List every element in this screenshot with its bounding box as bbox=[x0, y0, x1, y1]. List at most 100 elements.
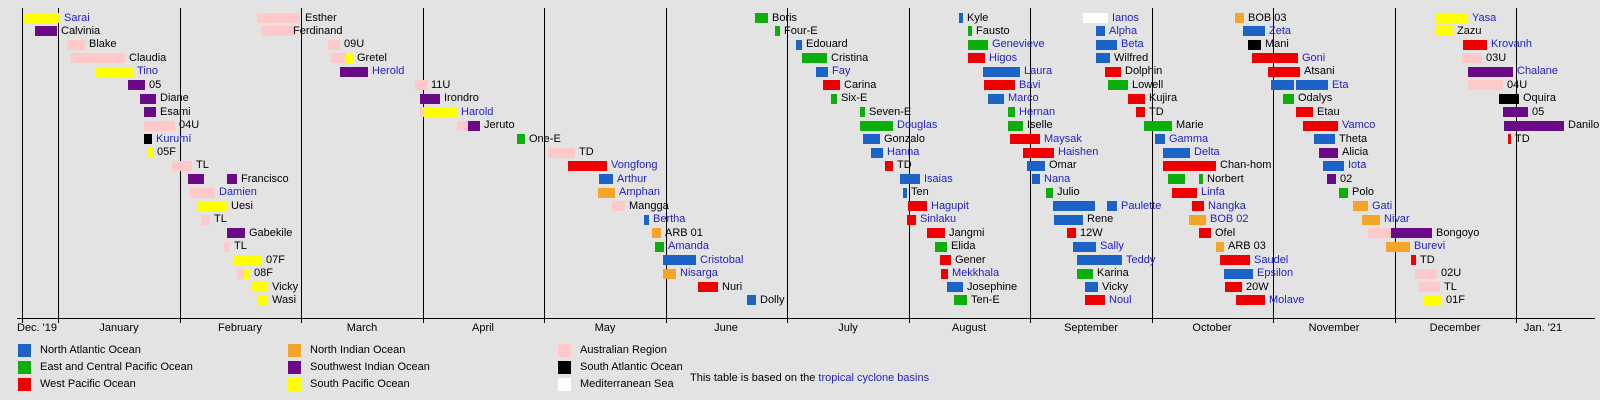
storm-bar-mani bbox=[1248, 39, 1261, 50]
storm-label-higos[interactable]: Higos bbox=[989, 51, 1018, 64]
storm-label-alpha[interactable]: Alpha bbox=[1109, 24, 1138, 37]
legend-label-southwest-indian-ocean: Southwest Indian Ocean bbox=[310, 361, 430, 373]
month-gridline bbox=[422, 8, 424, 318]
storm-label-oquira: Oquira bbox=[1523, 92, 1557, 105]
storm-label-sarai[interactable]: Sarai bbox=[64, 11, 90, 24]
storm-label-laura[interactable]: Laura bbox=[1024, 65, 1053, 78]
storm-label-diane: Diane bbox=[160, 92, 189, 105]
storm-label-blake: Blake bbox=[89, 38, 117, 51]
storm-label-herold[interactable]: Herold bbox=[372, 65, 405, 78]
storm-bar-chalane bbox=[1468, 66, 1513, 77]
storm-label-marco[interactable]: Marco bbox=[1008, 92, 1039, 105]
storm-label-burevi[interactable]: Burevi bbox=[1414, 240, 1446, 253]
storm-bar-ianos bbox=[1083, 13, 1108, 23]
storm-label-vamco[interactable]: Vamco bbox=[1342, 119, 1376, 132]
month-label-december: December bbox=[1429, 322, 1481, 334]
storm-bar-bertha bbox=[644, 214, 649, 225]
storm-bar-tl bbox=[1419, 282, 1440, 292]
storm-label-arthur[interactable]: Arthur bbox=[617, 172, 647, 185]
storm-bar-isaias bbox=[900, 174, 920, 185]
storm-bar-irondro bbox=[420, 93, 440, 104]
storm-bar-francisco bbox=[227, 174, 237, 185]
storm-label-sinlaku[interactable]: Sinlaku bbox=[920, 213, 957, 226]
storm-label-chalane[interactable]: Chalane bbox=[1517, 65, 1558, 78]
storm-bar-vamco bbox=[1303, 120, 1338, 131]
storm-label-teddy[interactable]: Teddy bbox=[1126, 253, 1156, 266]
storm-bar-vicky bbox=[1085, 282, 1098, 292]
storm-label-linfa[interactable]: Linfa bbox=[1201, 186, 1225, 199]
storm-label-20w: 20W bbox=[1246, 280, 1269, 293]
storm-label-esther: Esther bbox=[305, 11, 337, 24]
storm-label-hernan[interactable]: Hernan bbox=[1019, 105, 1056, 118]
storm-label-goni[interactable]: Goni bbox=[1302, 51, 1326, 64]
axis-tick bbox=[1151, 318, 1153, 323]
storm-label-nangka[interactable]: Nangka bbox=[1208, 199, 1246, 212]
storm-label-nivar[interactable]: Nivar bbox=[1384, 213, 1410, 226]
storm-label-genevieve[interactable]: Genevieve bbox=[992, 38, 1045, 51]
storm-label-noul[interactable]: Noul bbox=[1109, 293, 1132, 306]
storm-label-amphan[interactable]: Amphan bbox=[619, 186, 660, 199]
storm-label-nisarga[interactable]: Nisarga bbox=[680, 267, 718, 280]
storm-label-vongfong[interactable]: Vongfong bbox=[611, 159, 658, 172]
storm-label-vicky: Vicky bbox=[1102, 280, 1129, 293]
storm-label-amanda[interactable]: Amanda bbox=[668, 240, 709, 253]
storm-label-paulette[interactable]: Paulette bbox=[1121, 199, 1162, 212]
storm-label-yasa[interactable]: Yasa bbox=[1472, 11, 1497, 24]
storm-bar-gamma bbox=[1155, 134, 1165, 145]
storm-label-irondro: Irondro bbox=[444, 92, 479, 105]
storm-bar-alpha bbox=[1096, 26, 1105, 37]
storm-bar-jeruto bbox=[468, 120, 480, 131]
storm-label-fay[interactable]: Fay bbox=[832, 65, 851, 78]
storm-label-hagupit[interactable]: Hagupit bbox=[931, 199, 969, 212]
storm-label-mekkhala[interactable]: Mekkhala bbox=[952, 267, 1000, 280]
storm-label-nana[interactable]: Nana bbox=[1044, 172, 1071, 185]
storm-label-beta[interactable]: Beta bbox=[1121, 38, 1144, 51]
storm-bar-hagupit bbox=[908, 201, 927, 212]
storm-label-bertha[interactable]: Bertha bbox=[653, 213, 686, 226]
storm-bar-02 bbox=[1327, 174, 1336, 185]
tropical-cyclone-basins-link[interactable]: tropical cyclone basins bbox=[818, 372, 930, 384]
storm-bar-td bbox=[1136, 107, 1145, 118]
storm-label-calvinia: Calvinia bbox=[61, 24, 101, 37]
storm-label-bob-02[interactable]: BOB 02 bbox=[1210, 213, 1249, 226]
storm-label-kurum-[interactable]: Kurumí bbox=[156, 132, 192, 145]
storm-bar-tl bbox=[202, 214, 210, 225]
storm-label-haishen[interactable]: Haishen bbox=[1058, 146, 1099, 158]
storm-label-saudel[interactable]: Saudel bbox=[1254, 253, 1289, 266]
storm-label-damien[interactable]: Damien bbox=[219, 186, 257, 199]
storm-label-maysak[interactable]: Maysak bbox=[1044, 132, 1082, 145]
storm-label-ianos[interactable]: Ianos bbox=[1112, 11, 1139, 24]
month-label-june: June bbox=[714, 322, 738, 334]
storm-bar-rene bbox=[1054, 214, 1083, 225]
storm-bar-amanda bbox=[655, 241, 664, 252]
storm-label-zeta[interactable]: Zeta bbox=[1269, 24, 1292, 37]
storm-label-douglas[interactable]: Douglas bbox=[897, 119, 938, 132]
month-gridline bbox=[665, 8, 667, 318]
storm-label-cristobal[interactable]: Cristobal bbox=[700, 253, 744, 266]
storm-bar-03u bbox=[1462, 53, 1482, 64]
storm-label-iota[interactable]: Iota bbox=[1348, 159, 1367, 172]
storm-label-epsilon[interactable]: Epsilon bbox=[1257, 267, 1294, 280]
storm-label-sally[interactable]: Sally bbox=[1100, 240, 1124, 253]
storm-bar-herold bbox=[340, 66, 368, 77]
storm-label-tino[interactable]: Tino bbox=[137, 65, 158, 78]
storm-bar-nisarga bbox=[663, 268, 676, 279]
storm-label-krovanh[interactable]: Krovanh bbox=[1491, 38, 1532, 51]
storm-label-ofel: Ofel bbox=[1215, 226, 1236, 239]
storm-label-delta[interactable]: Delta bbox=[1194, 146, 1220, 158]
storm-label-harold[interactable]: Harold bbox=[461, 105, 494, 118]
storm-bar-ofel bbox=[1199, 228, 1211, 239]
storm-label-tl: TL bbox=[234, 240, 247, 253]
storm-bar-gabekile bbox=[227, 228, 245, 239]
axis-tick bbox=[179, 318, 181, 323]
storm-label-gati[interactable]: Gati bbox=[1372, 199, 1393, 212]
storm-label-gamma[interactable]: Gamma bbox=[1169, 132, 1209, 145]
storm-label-eta[interactable]: Eta bbox=[1332, 78, 1349, 91]
storm-bar-kurum- bbox=[144, 134, 152, 145]
storm-label-hanna[interactable]: Hanna bbox=[887, 146, 920, 158]
storm-label-bavi[interactable]: Bavi bbox=[1019, 78, 1041, 91]
storm-label-marie: Marie bbox=[1176, 119, 1204, 132]
storm-label-molave[interactable]: Molave bbox=[1269, 293, 1305, 306]
storm-bar-kujira bbox=[1128, 93, 1145, 104]
storm-label-isaias[interactable]: Isaias bbox=[924, 172, 953, 185]
